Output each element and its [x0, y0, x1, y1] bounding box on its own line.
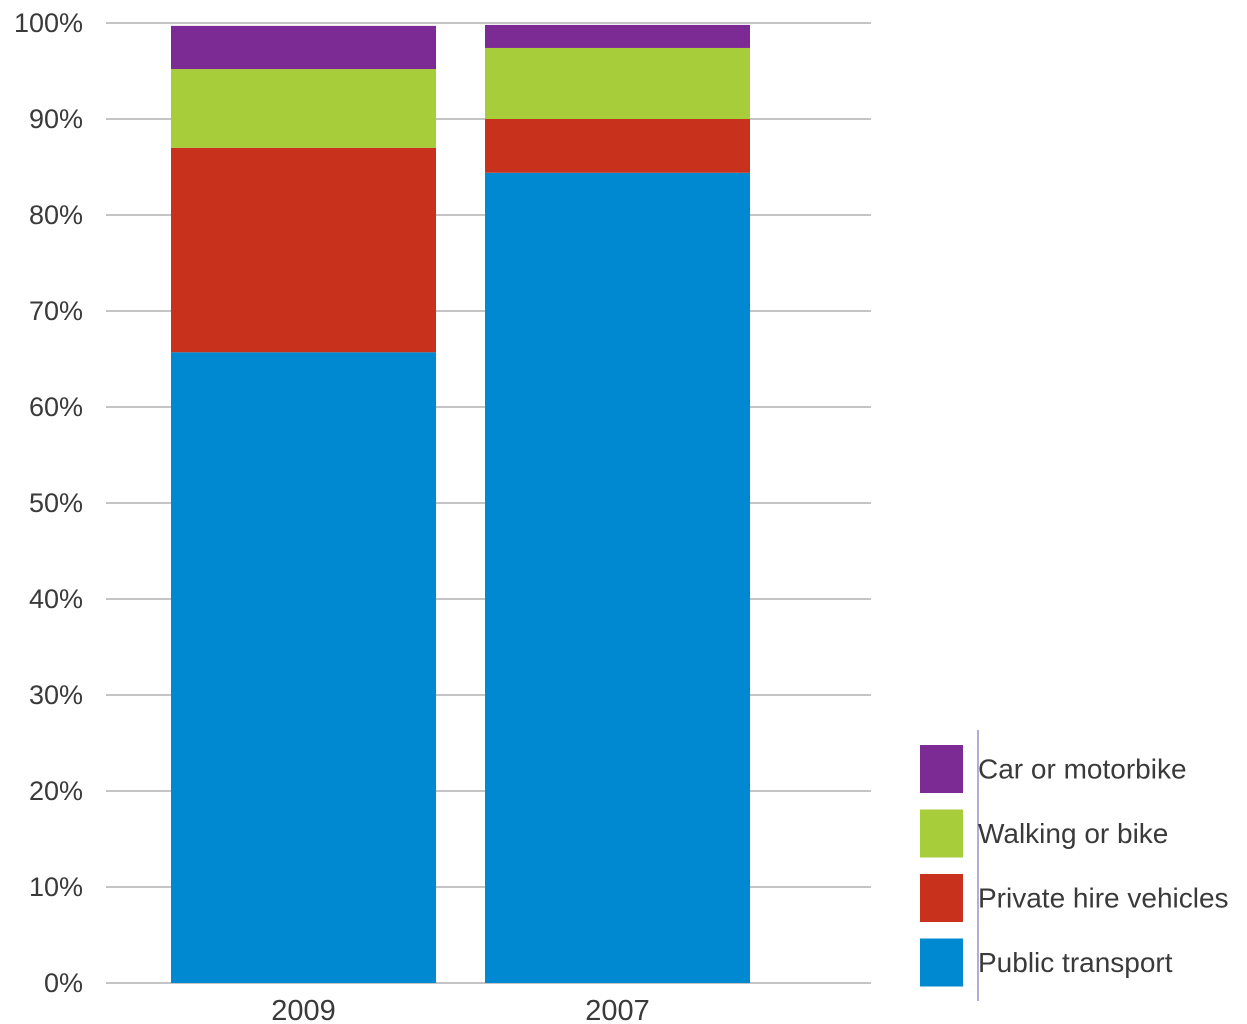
legend-swatch: [920, 745, 963, 793]
y-tick-label: 0%: [44, 968, 83, 998]
x-category-label: 2007: [585, 995, 650, 1024]
y-tick-label: 40%: [29, 584, 83, 614]
y-tick-label: 10%: [29, 872, 83, 902]
legend-swatch: [920, 809, 963, 858]
y-tick-label: 30%: [29, 680, 83, 710]
x-category-label: 2009: [271, 995, 336, 1024]
bar-segment-public-transport-2007: [485, 172, 750, 983]
bars: [171, 24, 750, 983]
y-tick-label: 100%: [14, 8, 83, 38]
legend-label: Walking or bike: [978, 818, 1168, 849]
bar-segment-walking-or-bike-2009: [171, 69, 436, 148]
y-tick-label: 50%: [29, 488, 83, 518]
y-tick-label: 20%: [29, 776, 83, 806]
y-tick-label: 80%: [29, 200, 83, 230]
y-tick-label: 70%: [29, 296, 83, 326]
x-axis-category-labels: 2009 2007: [271, 995, 650, 1024]
y-axis-tick-labels: 0% 10% 20% 30% 40% 50% 60% 70% 80% 90% 100%: [14, 8, 83, 998]
bar-segment-walking-or-bike-2007: [485, 47, 750, 119]
legend-swatch: [920, 938, 963, 987]
legend: Car or motorbike Walking or bike Private h…: [920, 730, 1229, 1001]
y-tick-label: 90%: [29, 104, 83, 134]
bar-segment-car-or-motorbike-2007: [485, 24, 750, 48]
bar-segment-private-hire-vehicles-2009: [171, 147, 436, 353]
y-tick-label: 60%: [29, 392, 83, 422]
legend-swatch: [920, 874, 963, 922]
legend-label: Public transport: [978, 947, 1173, 978]
bar-segment-car-or-motorbike-2009: [171, 25, 436, 70]
bar-segment-public-transport-2009: [171, 352, 436, 983]
legend-label: Private hire vehicles: [978, 883, 1229, 914]
legend-label: Car or motorbike: [978, 754, 1187, 785]
bar-segment-private-hire-vehicles-2007: [485, 119, 750, 173]
